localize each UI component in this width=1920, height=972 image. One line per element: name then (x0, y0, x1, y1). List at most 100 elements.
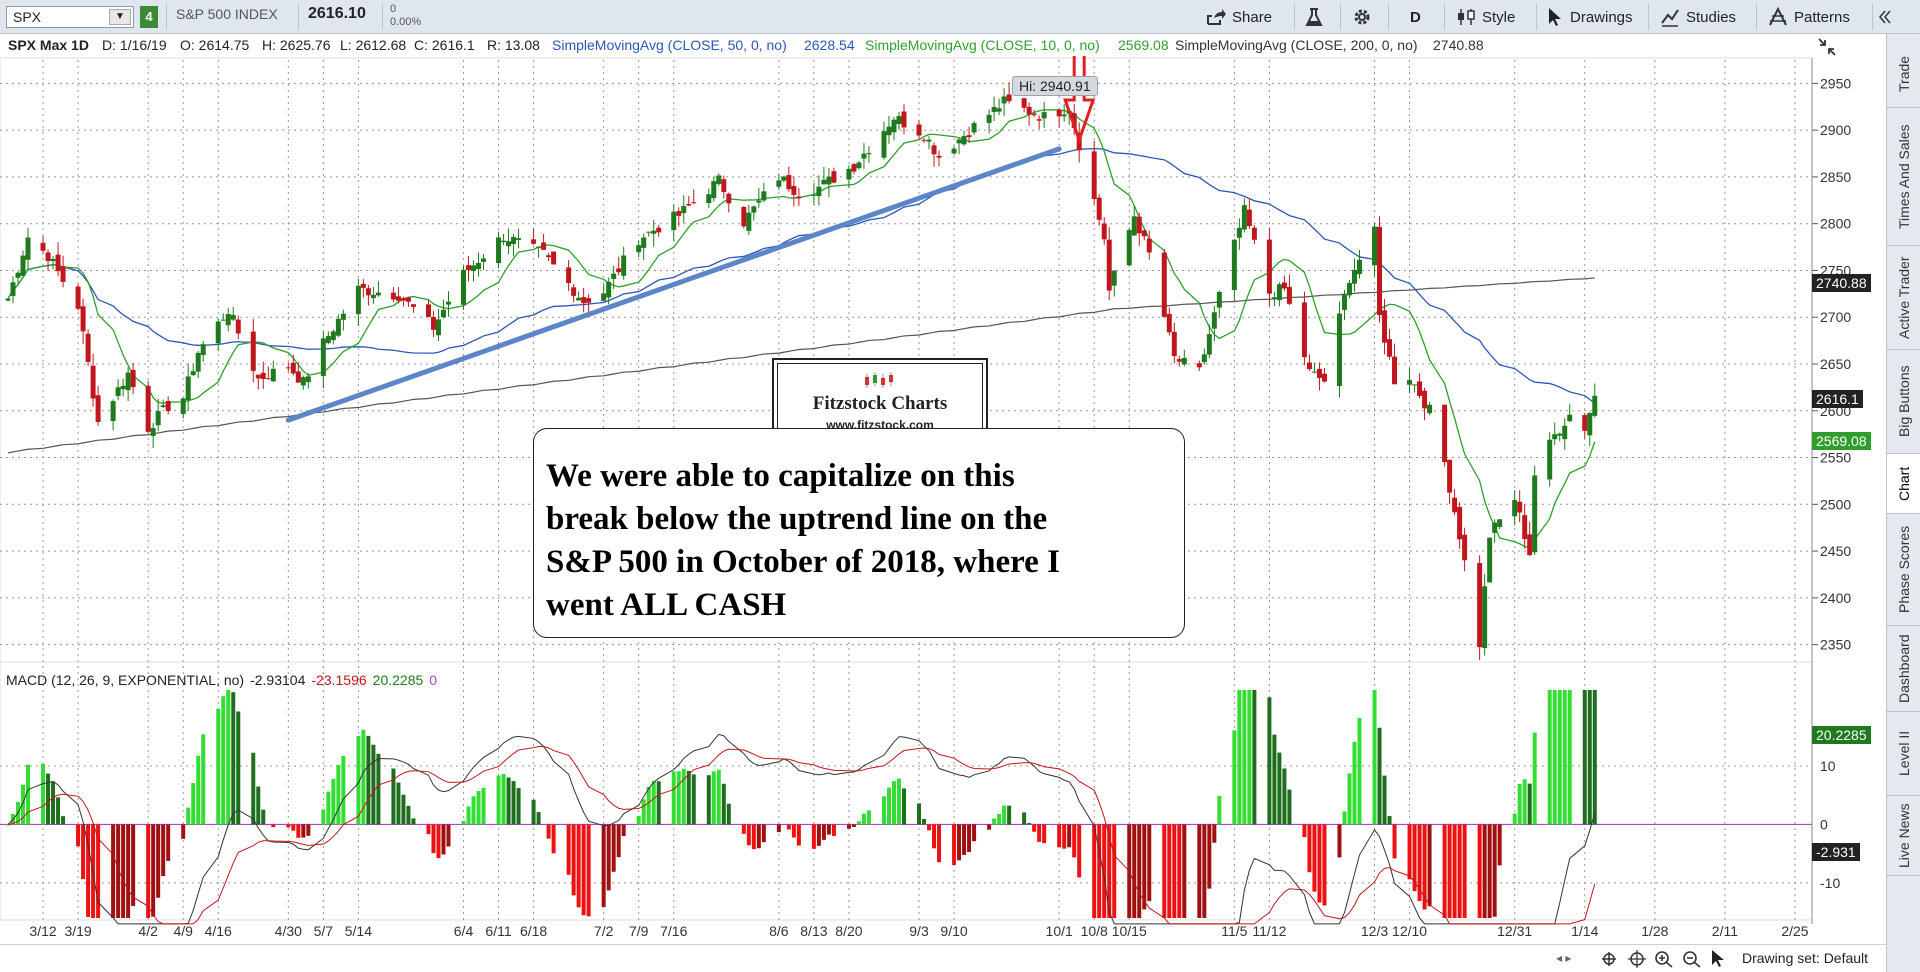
candle-body (360, 283, 366, 288)
style-button[interactable]: Style (1456, 3, 1515, 31)
date-tick-label: 10/8 (1081, 923, 1108, 939)
macd-hist-bar (1057, 824, 1062, 848)
collapse-icon[interactable] (1816, 36, 1838, 61)
tab-chart[interactable]: Chart (1887, 454, 1920, 514)
tab-level-ii[interactable]: Level II (1887, 712, 1920, 796)
macd-hist-bar (1132, 824, 1137, 918)
candle-body (1462, 534, 1468, 561)
candle-body (651, 230, 657, 234)
tab-live-news[interactable]: Live News (1887, 796, 1920, 876)
date-tick-label: 8/20 (835, 923, 862, 939)
sma10-label[interactable]: SimpleMovingAvg (CLOSE, 10, 0, no) (865, 37, 1100, 53)
symbol-input[interactable]: SPX ▼ (6, 6, 134, 28)
zoom-fit-icon[interactable] (1600, 950, 1618, 968)
candle-body (1457, 506, 1463, 540)
divider (1388, 4, 1389, 30)
settings-button[interactable] (1352, 3, 1372, 31)
candle-body (1442, 404, 1448, 463)
candle-body (365, 288, 371, 296)
index-name: S&P 500 INDEX (176, 6, 278, 22)
macd-label[interactable]: MACD (12, 26, 9, EXPONENTIAL, no) (6, 672, 245, 688)
tab-trade[interactable]: Trade (1887, 40, 1920, 108)
candle-body (1311, 371, 1317, 373)
tab-phase-scores[interactable]: Phase Scores (1887, 514, 1920, 626)
candle-body (761, 191, 767, 201)
candle-body (866, 153, 872, 155)
tab-big-buttons[interactable]: Big Buttons (1887, 350, 1920, 454)
drawing-set-label[interactable]: Drawing set: Default (1742, 950, 1869, 966)
candle-body (926, 139, 932, 142)
macd-hist-bar (481, 787, 486, 825)
chevron-down-icon[interactable]: ▼ (109, 9, 131, 25)
patterns-button[interactable]: Patterns (1768, 3, 1850, 31)
macd-hist-bar (391, 768, 396, 825)
annotation-text: We were able to capitalize on this break… (533, 428, 1185, 638)
share-label: Share (1232, 8, 1273, 26)
candle-body (1176, 359, 1182, 362)
macd-hist-bar (151, 824, 156, 917)
macd-hist-bar (716, 769, 721, 825)
candle-body (1567, 414, 1573, 422)
macd-hist-bar (581, 824, 586, 916)
candle-body (375, 292, 381, 296)
candle-body (155, 411, 161, 426)
zoom-out-icon[interactable] (1682, 950, 1702, 968)
zoom-in-icon[interactable] (1654, 950, 1674, 968)
link-number-badge[interactable]: 4 (140, 6, 158, 28)
candle-body (566, 267, 572, 284)
expand-panel-button[interactable] (1878, 3, 1892, 31)
drawings-button[interactable]: Drawings (1546, 3, 1633, 31)
macd-hist-bar (551, 824, 556, 854)
macd-hist-bar (656, 781, 661, 825)
candle-body (861, 153, 867, 159)
scroll-arrows[interactable]: ◂ ▸ (1556, 951, 1572, 965)
studies-button[interactable]: Studies (1660, 3, 1736, 31)
candle-body (1417, 381, 1423, 396)
macd-line (7, 733, 1596, 925)
candle-body (1321, 373, 1327, 382)
candle-body (1141, 230, 1147, 237)
macd-hist-bar (126, 824, 131, 918)
ohlc-low: L: 2612.68 (340, 37, 407, 53)
down-arrow-icon (1063, 56, 1096, 145)
flask-button[interactable] (1304, 3, 1324, 31)
sma10-value: 2569.08 (1118, 37, 1169, 53)
macd-hist-bar (1277, 752, 1282, 825)
macd-hist-badge: 20.2285 (1812, 726, 1871, 744)
price-tick-label: 2400 (1820, 590, 1851, 606)
tab-dashboard[interactable]: Dashboard (1887, 626, 1920, 712)
divider (1536, 4, 1537, 30)
aggregation-button[interactable]: D (1410, 8, 1421, 26)
candle-body (430, 316, 436, 330)
macd-hist-bar (306, 824, 311, 836)
candle-body (410, 304, 416, 307)
macd-hist-bar (706, 775, 711, 825)
candle-body (1547, 439, 1553, 480)
candle-body (1091, 151, 1097, 199)
candle-body (1382, 310, 1388, 343)
macd-hist-bar (1412, 824, 1417, 892)
sma50-label[interactable]: SimpleMovingAvg (CLOSE, 50, 0, no) (552, 37, 787, 53)
tab-times-and-sales[interactable]: Times And Sales (1887, 108, 1920, 246)
date-tick-label: 4/9 (173, 923, 193, 939)
candle-body (1266, 239, 1272, 294)
macd-hist-bar (501, 774, 506, 825)
macd-hist-bar (1422, 824, 1427, 910)
macd-hist-bar (1352, 741, 1357, 825)
sma200-label[interactable]: SimpleMovingAvg (CLOSE, 200, 0, no) (1175, 37, 1418, 53)
candle-body (1587, 412, 1593, 436)
macd-hist-bar (361, 729, 366, 825)
macd-hist-bar (341, 755, 346, 825)
macd-hist-bar (1427, 824, 1432, 907)
tab-active-trader[interactable]: Active Trader (1887, 246, 1920, 350)
candle-body (1211, 312, 1217, 329)
candle-body (781, 176, 787, 181)
share-button[interactable]: Share (1206, 3, 1272, 31)
crosshair-icon[interactable] (1628, 950, 1646, 968)
candle-body (125, 372, 131, 391)
macd-hist-bar (937, 824, 942, 863)
candle-body (130, 369, 136, 388)
macd-hist-bar (1582, 690, 1587, 825)
candle-body (726, 193, 732, 204)
cursor-icon[interactable] (1710, 949, 1726, 967)
